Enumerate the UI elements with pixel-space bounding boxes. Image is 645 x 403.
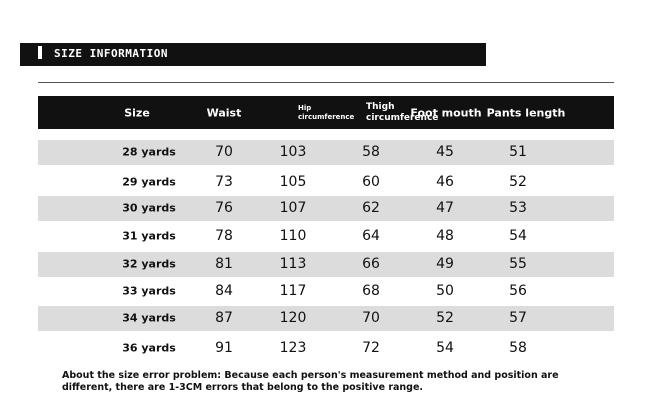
banner-title: SIZE INFORMATION (54, 47, 168, 60)
header-cell: Hip circumference (298, 103, 355, 121)
size-label: 32 yards (122, 257, 176, 271)
table-cell: 123 (279, 340, 307, 356)
table-cell: 103 (279, 144, 307, 160)
table-cell: 73 (215, 174, 233, 190)
table-cell: 47 (436, 200, 454, 216)
table-cell: 70 (215, 144, 233, 160)
table-cell: 57 (509, 310, 527, 326)
table-cell: 120 (279, 310, 307, 326)
table-cell: 52 (509, 174, 527, 190)
table-cell: 53 (509, 200, 527, 216)
note: About the size error problem: Because ea… (62, 370, 559, 393)
table-cell: 45 (436, 144, 454, 160)
table-cell: 70 (362, 310, 380, 326)
row-band (38, 196, 614, 221)
size-label: 30 yards (122, 201, 176, 215)
table-cell: 78 (215, 228, 233, 244)
header-cell: Waist (206, 106, 242, 119)
table-cell: 58 (362, 144, 380, 160)
table-cell: 60 (362, 174, 380, 190)
header-cell: Size (124, 106, 150, 119)
table-cell: 91 (215, 340, 233, 356)
table-cell: 81 (215, 256, 233, 272)
table-cell: 110 (279, 228, 307, 244)
size-label: 36 yards (122, 341, 176, 355)
table-cell: 48 (436, 228, 454, 244)
table-cell: 62 (362, 200, 380, 216)
size-label: 33 yards (122, 284, 176, 298)
table-cell: 76 (215, 200, 233, 216)
table-cell: 52 (436, 310, 454, 326)
row-band (38, 252, 614, 277)
header-cell: Foot mouth (410, 106, 482, 119)
table-cell: 66 (362, 256, 380, 272)
table-cell: 117 (279, 283, 307, 299)
table-cell: 84 (215, 283, 233, 299)
table-cell: 72 (362, 340, 380, 356)
size-label: 29 yards (122, 175, 176, 189)
table-cell: 50 (436, 283, 454, 299)
table-cell: 54 (436, 340, 454, 356)
row-band (38, 140, 614, 165)
size-label: 28 yards (122, 145, 176, 159)
header-cell: Thigh circumference (366, 101, 439, 123)
table-cell: 46 (436, 174, 454, 190)
table-cell: 113 (279, 256, 307, 272)
banner-icon (38, 46, 42, 59)
table-cell: 54 (509, 228, 527, 244)
table-cell: 49 (436, 256, 454, 272)
table-cell: 68 (362, 283, 380, 299)
table-cell: 55 (509, 256, 527, 272)
header-cell: Pants length (486, 106, 566, 119)
divider (38, 82, 614, 83)
row-band (38, 306, 614, 331)
table-cell: 107 (279, 200, 307, 216)
table-cell: 105 (279, 174, 307, 190)
size-label: 31 yards (122, 229, 176, 243)
table-header: Size Waist Hip circumference Thigh circumfe… (38, 96, 614, 129)
table-cell: 64 (362, 228, 380, 244)
table-cell: 87 (215, 310, 233, 326)
size-label: 34 yards (122, 311, 176, 325)
table-cell: 51 (509, 144, 527, 160)
table-cell: 58 (509, 340, 527, 356)
banner: SIZE INFORMATION (20, 43, 486, 66)
table-cell: 56 (509, 283, 527, 299)
